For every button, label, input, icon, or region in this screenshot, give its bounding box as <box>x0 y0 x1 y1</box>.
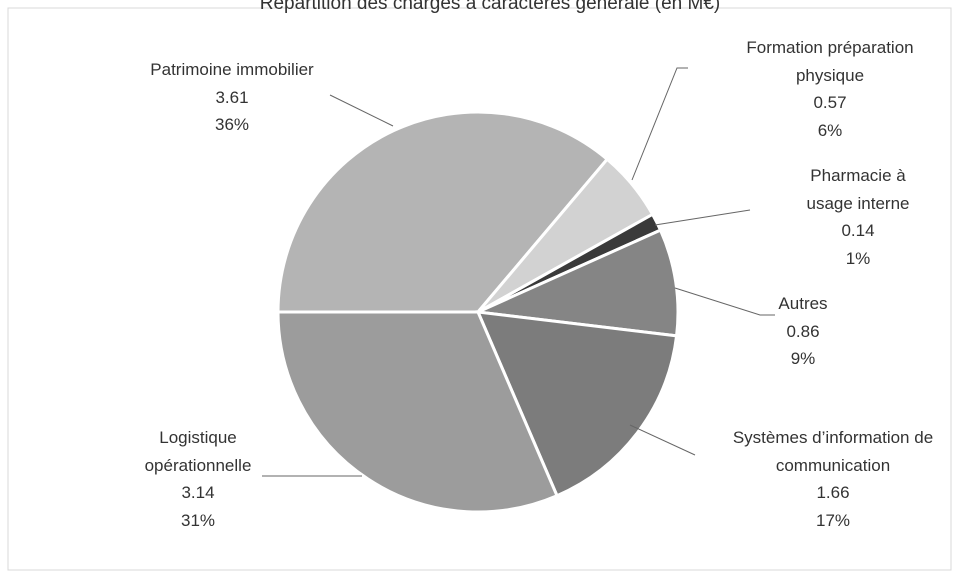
slice-label: Logistique opérationnelle 3.14 31% <box>123 424 273 534</box>
pie-slice <box>475 310 679 498</box>
percent-label: 9% <box>790 349 816 368</box>
leader-line <box>629 424 696 456</box>
value-label: 3.61 <box>215 87 249 107</box>
category-label: Systèmes d’information de communication <box>732 428 934 475</box>
pie-slice <box>472 228 680 338</box>
percent-label: 1% <box>845 248 871 268</box>
slice-label: Pharmacie à usage interne 0.14 1% <box>793 162 923 272</box>
percent-label: 6% <box>817 120 843 140</box>
leader-line <box>674 287 775 316</box>
value-label: 0.57 <box>813 93 847 112</box>
slice-label: Formation préparation physique 0.57 6% <box>710 34 950 144</box>
value-label: 0.86 <box>786 321 820 341</box>
chart-title: Répartition des charges à caractères gén… <box>260 0 720 14</box>
slice-label: Autres 0.86 9% <box>753 290 853 373</box>
category-label: Autres <box>778 294 828 313</box>
category-label: Pharmacie à usage interne <box>806 166 910 213</box>
value-label: 3.14 <box>181 483 215 502</box>
slice-label: Patrimoine immobilier 3.61 36% <box>102 56 362 139</box>
percent-label: 36% <box>214 115 250 134</box>
chart-border <box>7 7 952 571</box>
category-label: Formation préparation physique <box>746 38 914 85</box>
leader-line <box>631 67 688 181</box>
slice-label: Systèmes d’information de communication 1… <box>708 424 958 534</box>
leader-line <box>654 209 751 226</box>
category-label: Logistique opérationnelle <box>144 428 252 475</box>
value-label: 0.14 <box>841 221 875 240</box>
leader-line <box>329 94 394 127</box>
percent-label: 17% <box>815 510 851 530</box>
value-label: 1.66 <box>816 483 850 502</box>
percent-label: 31% <box>180 510 216 530</box>
category-label: Patrimoine immobilier <box>150 60 314 79</box>
pie-slice <box>276 310 559 514</box>
pie-slice <box>276 110 610 314</box>
